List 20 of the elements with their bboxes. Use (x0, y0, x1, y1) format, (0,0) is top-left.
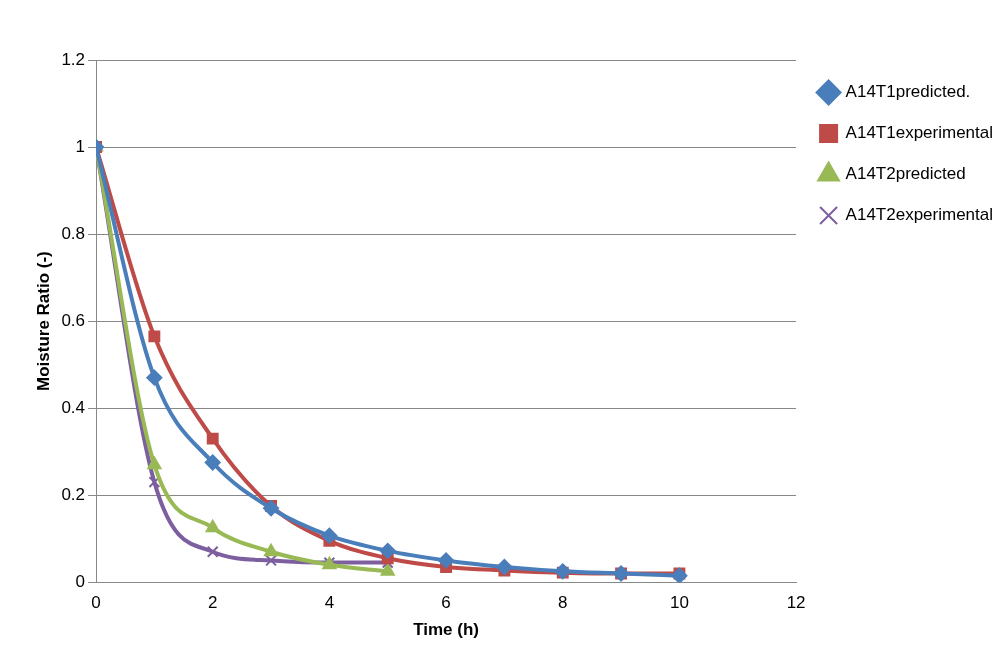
legend-label: A14T2predicted (845, 164, 966, 184)
x-tick-label: 10 (669, 593, 689, 613)
x-tick-label: 2 (207, 593, 218, 613)
x-tick-label: 0 (91, 593, 101, 613)
legend-label: A14T1experimental (845, 123, 994, 143)
x-axis-title: Time (h) (413, 620, 479, 640)
y-tick-label: 0.6 (61, 310, 86, 330)
y-axis-title: Moisture Ratio (-) (33, 251, 53, 391)
x-tick-label: 12 (786, 593, 806, 613)
x-tick-label: 6 (441, 593, 451, 613)
y-tick-label: 0 (75, 571, 86, 591)
x-tick-label: 8 (558, 593, 568, 613)
y-tick-label: 0.4 (61, 397, 86, 417)
legend-label: A14T1predicted. (845, 82, 971, 102)
x-tick-label: 4 (324, 593, 335, 613)
y-tick-label: 0.8 (61, 223, 86, 243)
y-tick-label: 0.2 (61, 484, 86, 504)
y-tick-label: 1.2 (61, 49, 86, 69)
legend-label: A14T2experimental (845, 205, 994, 225)
y-tick-label: 1 (75, 136, 86, 156)
